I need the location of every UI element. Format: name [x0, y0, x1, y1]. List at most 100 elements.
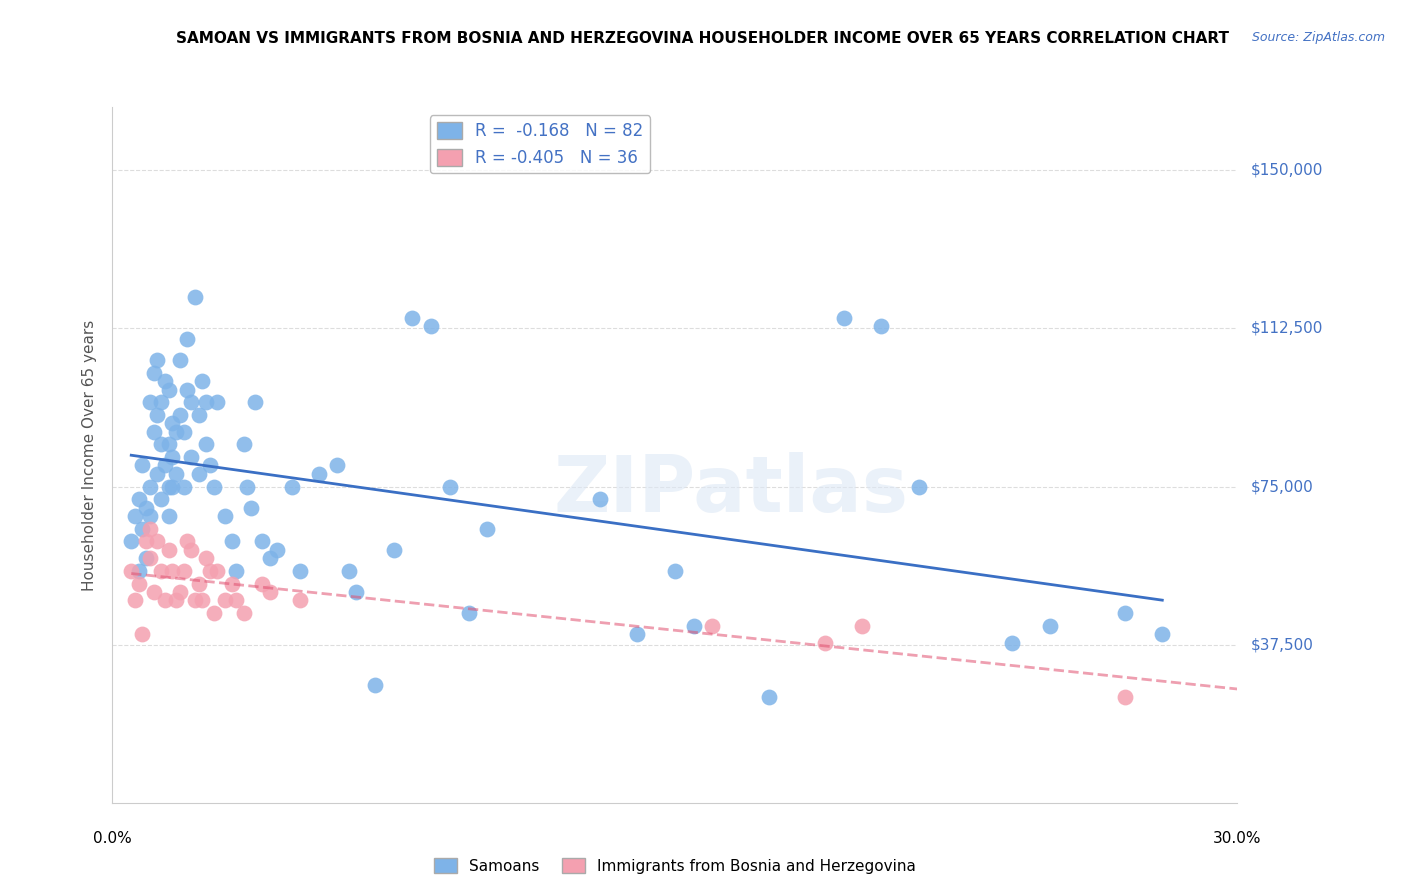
Point — [288, 564, 311, 578]
Point — [184, 593, 207, 607]
Point — [124, 509, 146, 524]
Point — [169, 585, 191, 599]
Text: SAMOAN VS IMMIGRANTS FROM BOSNIA AND HERZEGOVINA HOUSEHOLDER INCOME OVER 65 YEAR: SAMOAN VS IMMIGRANTS FROM BOSNIA AND HER… — [177, 31, 1229, 46]
Point — [870, 319, 893, 334]
Point — [128, 492, 150, 507]
Point — [139, 522, 162, 536]
Point — [589, 492, 612, 507]
Point — [214, 593, 236, 607]
Point — [187, 467, 209, 481]
Point — [1114, 690, 1136, 705]
Point — [146, 534, 169, 549]
Point — [153, 458, 176, 473]
Point — [626, 627, 648, 641]
Y-axis label: Householder Income Over 65 years: Householder Income Over 65 years — [82, 319, 97, 591]
Point — [142, 585, 165, 599]
Point — [128, 564, 150, 578]
Point — [157, 542, 180, 557]
Point — [214, 509, 236, 524]
Point — [195, 437, 218, 451]
Point — [180, 395, 202, 409]
Point — [120, 564, 142, 578]
Text: ZIPatlas: ZIPatlas — [554, 451, 908, 528]
Point — [221, 576, 243, 591]
Point — [243, 395, 266, 409]
Point — [139, 479, 162, 493]
Point — [198, 564, 221, 578]
Point — [207, 564, 229, 578]
Point — [150, 395, 173, 409]
Point — [142, 366, 165, 380]
Point — [153, 593, 176, 607]
Point — [139, 551, 162, 566]
Text: $150,000: $150,000 — [1251, 163, 1323, 178]
Point — [191, 374, 214, 388]
Point — [173, 479, 195, 493]
Point — [252, 576, 274, 591]
Text: $75,000: $75,000 — [1251, 479, 1315, 494]
Point — [165, 467, 187, 481]
Point — [382, 542, 405, 557]
Point — [195, 395, 218, 409]
Point — [195, 551, 218, 566]
Text: Source: ZipAtlas.com: Source: ZipAtlas.com — [1251, 31, 1385, 45]
Point — [252, 534, 274, 549]
Point — [225, 593, 247, 607]
Point — [180, 542, 202, 557]
Point — [131, 627, 153, 641]
Point — [198, 458, 221, 473]
Point — [236, 479, 259, 493]
Point — [1114, 606, 1136, 620]
Point — [157, 479, 180, 493]
Point — [150, 437, 173, 451]
Point — [157, 509, 180, 524]
Point — [135, 551, 157, 566]
Point — [266, 542, 288, 557]
Text: 0.0%: 0.0% — [93, 830, 132, 846]
Point — [308, 467, 330, 481]
Point — [187, 576, 209, 591]
Point — [259, 551, 281, 566]
Point — [131, 458, 153, 473]
Point — [150, 492, 173, 507]
Point — [344, 585, 367, 599]
Legend: Samoans, Immigrants from Bosnia and Herzegovina: Samoans, Immigrants from Bosnia and Herz… — [427, 852, 922, 880]
Point — [139, 509, 162, 524]
Point — [162, 564, 184, 578]
Point — [135, 534, 157, 549]
Point — [180, 450, 202, 464]
Point — [232, 606, 254, 620]
Point — [814, 635, 837, 649]
Point — [1039, 618, 1062, 632]
Point — [337, 564, 360, 578]
Point — [157, 437, 180, 451]
Point — [851, 618, 873, 632]
Point — [146, 408, 169, 422]
Point — [401, 310, 423, 325]
Point — [176, 332, 198, 346]
Point — [457, 606, 479, 620]
Point — [146, 467, 169, 481]
Point — [169, 353, 191, 368]
Legend: R =  -0.168   N = 82, R = -0.405   N = 36: R = -0.168 N = 82, R = -0.405 N = 36 — [430, 115, 650, 173]
Point — [439, 479, 461, 493]
Point — [150, 564, 173, 578]
Point — [191, 593, 214, 607]
Point — [135, 500, 157, 515]
Point — [207, 395, 229, 409]
Point — [165, 593, 187, 607]
Point — [153, 374, 176, 388]
Point — [131, 522, 153, 536]
Point — [176, 534, 198, 549]
Point — [1001, 635, 1024, 649]
Point — [758, 690, 780, 705]
Point — [157, 383, 180, 397]
Point — [259, 585, 281, 599]
Point — [184, 290, 207, 304]
Point — [1152, 627, 1174, 641]
Point — [420, 319, 443, 334]
Point — [664, 564, 686, 578]
Point — [162, 417, 184, 431]
Point — [702, 618, 724, 632]
Point — [232, 437, 254, 451]
